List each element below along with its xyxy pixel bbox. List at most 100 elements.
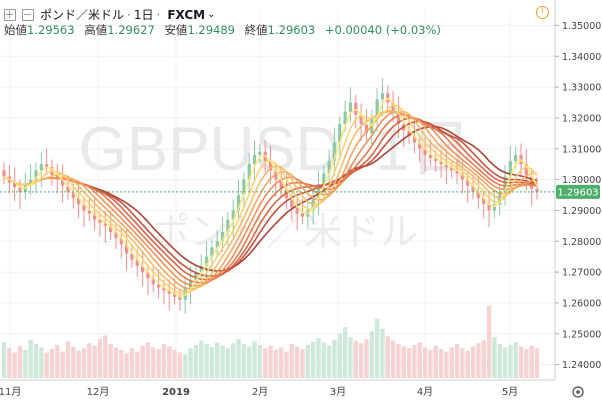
candle-body [503,176,507,192]
volume-bar [422,347,428,378]
volume-bar [129,348,135,378]
candle-body [455,170,459,174]
volume-bar [396,344,401,378]
candle-body [34,170,38,180]
volume-bar [241,344,247,378]
y-tick-label: 1.35000 [562,21,601,32]
settings-gear-icon[interactable] [572,386,584,398]
warning-icon[interactable]: ! [536,6,549,19]
candle-body [199,265,203,273]
volume-bar [273,349,279,378]
x-tick-label: 2019 [162,387,190,398]
volume-bar [257,344,263,378]
candle-body [18,187,22,192]
volume-bar [326,345,332,378]
volume-bar [385,336,390,378]
candle-body [460,173,464,180]
volume-bar [230,343,236,378]
time-axis[interactable]: 11月 12月 2019 2月 3月 4月 5月 [0,379,555,398]
candle-body [322,173,326,186]
volume-bar [97,338,103,378]
y-tick-label: 1.28000 [562,237,601,248]
volume-bar [135,351,140,378]
candle-body [439,161,443,165]
ma-line [3,97,538,298]
volume-bar [358,343,364,378]
volume-bar [454,344,460,378]
candle-body [45,164,49,168]
volume-bar [92,345,97,378]
candle-body [316,185,321,199]
change-value: +0.00040 (+0.03%) [324,23,441,37]
y-tick-label: 1.29000 [562,206,601,217]
volume-bar [492,337,497,378]
volume-bar [497,344,502,378]
volume-bar [215,342,220,378]
candle-body [327,161,331,174]
high-value: 1.29627 [107,23,155,37]
candle-body [258,151,262,155]
volume-bar [246,346,252,378]
candle-body [77,198,81,205]
volume-bar [71,346,76,378]
candle-body [146,272,150,279]
candle-body [119,238,123,245]
candle-body [391,102,395,112]
volume-bar [390,340,396,378]
volume-bar [204,344,209,378]
candle-body [252,154,257,165]
volume-bar [209,347,215,378]
volume-bar [140,345,145,378]
candle-body [61,179,65,186]
volume-bar [17,345,23,378]
y-tick-label: 1.33000 [562,83,601,94]
chart-grid [0,10,555,380]
volume-bar [342,327,348,378]
low-label: 安値 [164,23,188,37]
candle-body [492,204,496,211]
volume-bar [76,350,81,378]
close-label: 終値 [244,23,268,37]
volume-bars [1,305,540,378]
volume-bar [60,351,65,378]
collapse-icon[interactable] [22,8,34,21]
volume-bar [417,342,422,378]
candle-body [471,185,475,192]
candle-body [354,102,358,115]
candle-body [418,142,422,149]
x-tick-label: 3月 [330,386,346,398]
volume-bar [172,349,177,378]
volume-bar [401,346,406,378]
y-tick-label: 1.30000 [562,175,601,186]
interval-label[interactable]: 1日 [133,8,154,22]
volume-bar [278,347,284,378]
high-label: 高値 [84,23,108,37]
volume-bar [524,349,529,378]
ma-line [3,111,538,287]
y-tick-label: 1.24000 [562,360,601,371]
volume-bar [428,349,433,378]
candle-body [172,293,177,297]
chevron-down-icon[interactable]: ⌄ [207,9,216,20]
volume-bar [268,345,273,378]
price-axis[interactable]: 1.35000 1.34000 1.33000 1.32000 1.31000 1.300… [554,0,601,380]
y-tick-label: 1.31000 [562,144,601,155]
candle-body [396,111,401,125]
price-badge: 1.29603 [556,184,600,199]
volume-bar [433,345,438,378]
volume-bar [23,349,28,378]
add-symbol-icon[interactable] [4,8,16,21]
candle-body [428,154,432,158]
volume-bar [529,345,534,378]
candle-body [444,164,448,168]
volume-bar [300,349,305,378]
volume-bar [476,343,481,378]
volume-bar [284,351,289,378]
exchange-label[interactable]: FXCM [167,7,206,22]
y-tick-label: 1.26000 [562,298,601,309]
volume-bar [236,338,241,378]
volume-bar [364,338,369,378]
volume-bar [369,331,374,378]
volume-bar [103,335,108,378]
